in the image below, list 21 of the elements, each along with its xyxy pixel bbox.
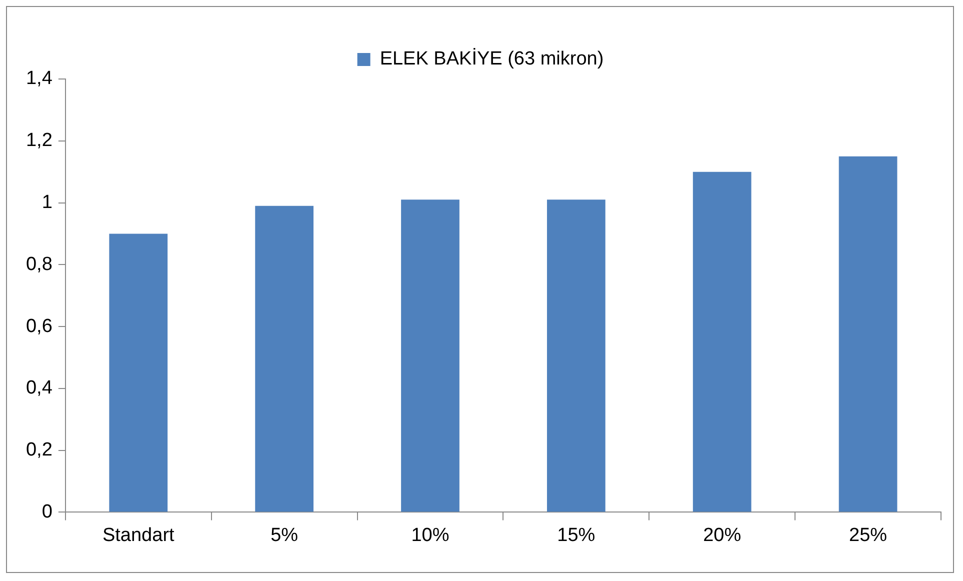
y-tick-label: 0,6 bbox=[26, 316, 52, 337]
x-tick-label: 15% bbox=[557, 524, 596, 546]
y-tick-label: 1,4 bbox=[26, 68, 53, 90]
y-tick-label: 0,4 bbox=[26, 378, 53, 399]
y-tick-label: 1 bbox=[42, 192, 52, 214]
bar bbox=[692, 172, 752, 512]
x-tick-label: 20% bbox=[703, 524, 742, 546]
legend-label: ELEK BAKİYE (63 mikron) bbox=[380, 48, 604, 70]
bar bbox=[546, 200, 606, 512]
bar bbox=[109, 234, 168, 512]
y-tick-label: 0,8 bbox=[26, 254, 52, 275]
bar bbox=[838, 156, 898, 512]
bar bbox=[401, 200, 460, 512]
y-tick-label: 1,2 bbox=[26, 130, 52, 152]
x-tick-label: 5% bbox=[270, 524, 298, 546]
y-tick-label: 0 bbox=[42, 501, 52, 522]
x-tick-label: 10% bbox=[411, 524, 450, 546]
x-tick-label: 25% bbox=[849, 524, 888, 546]
bar bbox=[255, 206, 314, 512]
x-tick-label: Standart bbox=[102, 524, 176, 546]
y-tick-label: 0,2 bbox=[26, 440, 52, 461]
